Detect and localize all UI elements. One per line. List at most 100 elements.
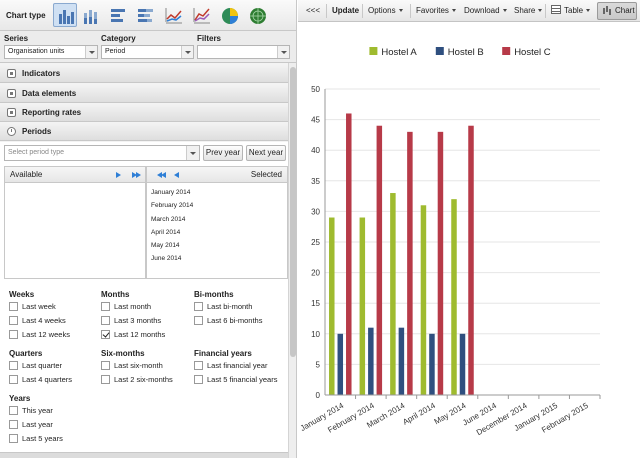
selected-periods-list[interactable]: Selected January 2014 February 2014 Marc… xyxy=(146,166,288,279)
share-menu[interactable]: Share xyxy=(514,4,543,18)
left-scrollbar[interactable] xyxy=(288,63,296,458)
bar[interactable] xyxy=(437,131,444,395)
bar[interactable] xyxy=(407,131,413,395)
prev-year-button[interactable]: Prev year xyxy=(203,145,243,161)
checkbox-box[interactable] xyxy=(9,420,18,429)
checkbox-box[interactable] xyxy=(194,316,203,325)
stacked-column-button[interactable] xyxy=(78,3,102,27)
area-chart-button[interactable] xyxy=(189,3,213,27)
section-periods[interactable]: Periods xyxy=(0,122,288,141)
checkbox-last-5-years[interactable]: Last 5 years xyxy=(9,434,63,448)
period-type-select[interactable]: Select period type xyxy=(4,145,200,161)
select-arrow-icon[interactable] xyxy=(116,172,121,178)
checkbox-last-year[interactable]: Last year xyxy=(9,420,63,434)
list-item[interactable]: March 2014 xyxy=(151,215,186,223)
list-item[interactable]: January 2014 xyxy=(151,189,191,196)
favorites-menu[interactable]: Favorites xyxy=(416,4,456,18)
checkbox-box[interactable] xyxy=(101,316,110,325)
checkbox-box-checked[interactable] xyxy=(101,330,110,339)
scrollbar-thumb[interactable] xyxy=(290,67,296,357)
deselect-all-arrow-icon[interactable] xyxy=(157,172,162,178)
checkbox-box[interactable] xyxy=(9,316,18,325)
checkbox-this-year[interactable]: This year xyxy=(9,406,63,420)
period-group-months: Months Last month Last 3 months Last 12 … xyxy=(101,290,165,344)
bar[interactable] xyxy=(329,217,335,395)
checkbox-box[interactable] xyxy=(9,330,18,339)
bar[interactable] xyxy=(337,333,344,395)
section-data-elements[interactable]: Data elements xyxy=(0,84,288,103)
available-periods-list[interactable]: Available xyxy=(4,166,146,279)
bar[interactable] xyxy=(451,199,457,395)
bar[interactable] xyxy=(376,125,383,395)
checkbox-last-12-months[interactable]: Last 12 months xyxy=(101,330,165,344)
checkbox-box[interactable] xyxy=(194,375,203,384)
section-reporting-rates[interactable]: Reporting rates xyxy=(0,103,288,122)
checkbox-last-bi-month[interactable]: Last bi-month xyxy=(194,302,262,316)
list-item[interactable]: April 2014 xyxy=(151,228,181,236)
period-group-six-months: Six-months Last six-month Last 2 six-mon… xyxy=(101,349,173,389)
checkbox-last-quarter[interactable]: Last quarter xyxy=(9,361,72,375)
checkbox-box[interactable] xyxy=(9,302,18,311)
checkbox-last-4-weeks[interactable]: Last 4 weeks xyxy=(9,316,70,330)
bar[interactable] xyxy=(468,125,474,395)
checkbox-box[interactable] xyxy=(9,375,18,384)
checkbox-box[interactable] xyxy=(101,361,110,370)
checkbox-box[interactable] xyxy=(9,406,18,415)
legend-label[interactable]: Hostel C xyxy=(514,47,551,58)
checkbox-label: Last 12 months xyxy=(114,330,166,339)
section-collapsed-next[interactable] xyxy=(0,452,288,458)
list-item[interactable]: May 2014 xyxy=(151,242,180,250)
deselect-arrow-icon[interactable] xyxy=(174,172,179,178)
radar-chart-button[interactable] xyxy=(245,3,269,27)
table-view-button[interactable]: Table xyxy=(551,4,591,18)
checkbox-box[interactable] xyxy=(101,302,110,311)
legend-label[interactable]: Hostel A xyxy=(381,47,417,58)
bar[interactable] xyxy=(346,113,352,395)
area-chart-icon xyxy=(193,8,210,24)
checkbox-last-5-financial-years[interactable]: Last 5 financial years xyxy=(194,375,277,389)
options-menu[interactable]: Options xyxy=(368,4,403,18)
section-indicators[interactable]: Indicators xyxy=(0,64,288,83)
filters-select[interactable] xyxy=(197,45,290,59)
bar[interactable] xyxy=(359,217,366,395)
legend-label[interactable]: Hostel B xyxy=(448,47,484,58)
bar[interactable] xyxy=(398,327,405,395)
column-chart-button[interactable] xyxy=(53,3,77,27)
checkbox-last-2-six-months[interactable]: Last 2 six-months xyxy=(101,375,173,389)
checkbox-box[interactable] xyxy=(194,302,203,311)
category-select[interactable]: Period xyxy=(101,45,194,59)
checkbox-last-financial-year[interactable]: Last financial year xyxy=(194,361,277,375)
update-button[interactable]: Update xyxy=(332,6,360,15)
checkbox-last-3-months[interactable]: Last 3 months xyxy=(101,316,165,330)
bar[interactable] xyxy=(390,193,396,395)
download-menu[interactable]: Download xyxy=(464,4,507,18)
checkbox-last-12-weeks[interactable]: Last 12 weeks xyxy=(9,330,70,344)
checkbox-last-six-month[interactable]: Last six-month xyxy=(101,361,173,375)
line-chart-button[interactable] xyxy=(161,3,185,27)
category-label: Category xyxy=(101,34,136,43)
stacked-bar-button[interactable] xyxy=(133,3,157,27)
checkbox-last-week[interactable]: Last week xyxy=(9,302,70,316)
checkbox-last-month[interactable]: Last month xyxy=(101,302,165,316)
checkbox-box[interactable] xyxy=(9,434,18,443)
pie-chart-button[interactable] xyxy=(217,3,241,27)
checkbox-box[interactable] xyxy=(194,361,203,370)
bar[interactable] xyxy=(429,333,435,395)
bar[interactable] xyxy=(368,327,374,395)
series-select[interactable]: Organisation units xyxy=(4,45,98,59)
checkbox-box[interactable] xyxy=(101,375,110,384)
bar[interactable] xyxy=(420,205,427,395)
list-item[interactable]: February 2014 xyxy=(151,202,194,210)
next-year-button[interactable]: Next year xyxy=(246,145,286,161)
checkbox-last-6-bi-months[interactable]: Last 6 bi-months xyxy=(194,316,262,330)
collapse-panel-button[interactable]: <<< xyxy=(306,6,321,15)
bar-chart-button[interactable] xyxy=(106,3,130,27)
bar[interactable] xyxy=(459,333,466,395)
checkbox-last-4-quarters[interactable]: Last 4 quarters xyxy=(9,375,72,389)
line-chart-icon xyxy=(165,8,182,24)
select-all-arrow-icon[interactable] xyxy=(132,172,137,178)
legend-swatch xyxy=(502,47,511,55)
chart-view-button[interactable]: Chart xyxy=(597,2,637,20)
checkbox-box[interactable] xyxy=(9,361,18,370)
list-item[interactable]: June 2014 xyxy=(151,255,182,263)
